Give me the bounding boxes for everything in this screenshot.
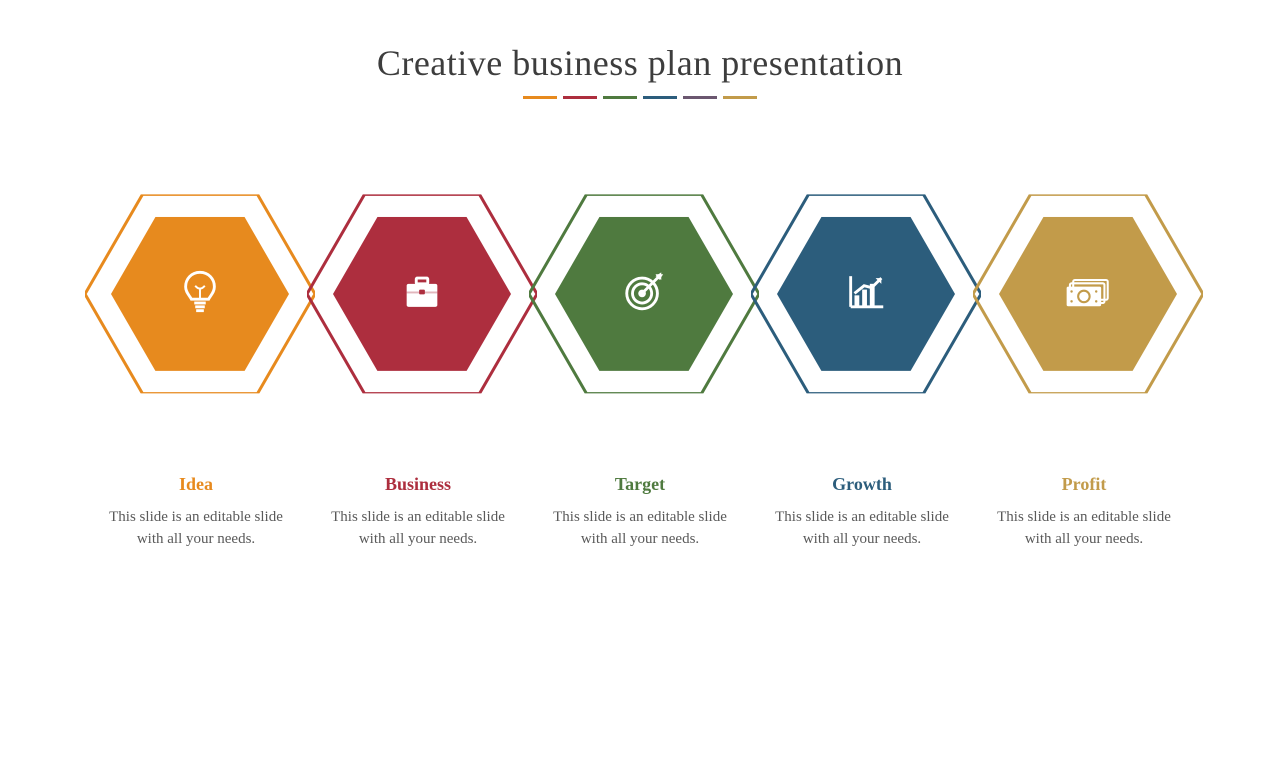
underline-segment (723, 96, 757, 99)
lightbulb-icon-wrap (177, 268, 223, 319)
hexagon-growth (751, 194, 981, 393)
label-title: Target (547, 474, 733, 495)
briefcase-icon (399, 268, 445, 314)
hexagon-target (529, 194, 759, 393)
underline-segment (603, 96, 637, 99)
label-title: Business (325, 474, 511, 495)
underline-segment (523, 96, 557, 99)
labels-row: Idea This slide is an editable slide with… (0, 474, 1280, 551)
label-title: Growth (769, 474, 955, 495)
underline-segment (643, 96, 677, 99)
label-business: Business This slide is an editable slide … (307, 474, 529, 551)
label-description: This slide is an editable slide with all… (769, 507, 955, 551)
title-underline (0, 96, 1280, 99)
chart-icon (843, 268, 889, 314)
label-profit: Profit This slide is an editable slide wi… (973, 474, 1195, 551)
label-description: This slide is an editable slide with all… (325, 507, 511, 551)
target-icon (621, 268, 667, 314)
label-growth: Growth This slide is an editable slide wi… (751, 474, 973, 551)
target-icon-wrap (621, 268, 667, 319)
hexagon-business (307, 194, 537, 393)
lightbulb-icon (177, 268, 223, 314)
money-icon-wrap (1065, 273, 1111, 315)
hexagon-idea (85, 194, 315, 393)
label-description: This slide is an editable slide with all… (547, 507, 733, 551)
hexagon-profit (973, 194, 1203, 393)
hexagon-row (0, 194, 1280, 434)
label-title: Profit (991, 474, 1177, 495)
underline-segment (683, 96, 717, 99)
slide-title: Creative business plan presentation (0, 42, 1280, 84)
label-target: Target This slide is an editable slide wi… (529, 474, 751, 551)
label-idea: Idea This slide is an editable slide with… (85, 474, 307, 551)
chart-icon-wrap (843, 268, 889, 319)
briefcase-icon-wrap (399, 268, 445, 319)
label-description: This slide is an editable slide with all… (103, 507, 289, 551)
label-description: This slide is an editable slide with all… (991, 507, 1177, 551)
underline-segment (563, 96, 597, 99)
label-title: Idea (103, 474, 289, 495)
money-icon (1065, 273, 1111, 310)
